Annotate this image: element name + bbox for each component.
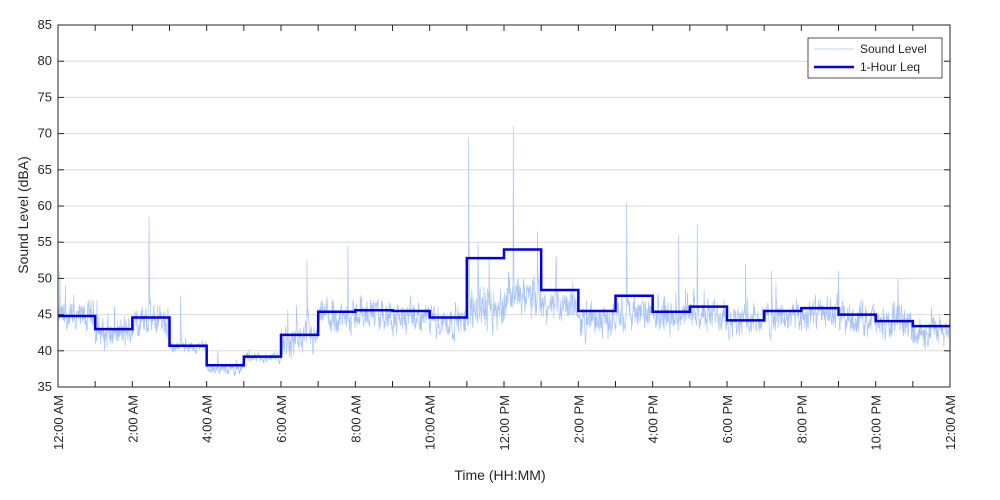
legend-label-sound-level: Sound Level <box>860 42 927 56</box>
y-tick-labels: 35 40 45 50 55 60 65 70 75 80 85 <box>38 17 52 394</box>
x-tick-label: 10:00 PM <box>869 395 884 451</box>
legend-box <box>807 37 943 79</box>
y-tick-label: 70 <box>38 126 52 141</box>
grid-lines <box>58 60 950 352</box>
y-tick-label: 45 <box>38 307 52 322</box>
y-tick-label: 55 <box>38 234 52 249</box>
x-tick-label: 8:00 PM <box>794 395 809 443</box>
x-tick-label: 2:00 PM <box>571 395 586 443</box>
y-tick-label: 40 <box>38 343 52 358</box>
x-tick-label: 12:00 AM <box>51 395 66 450</box>
y-tick-label: 80 <box>38 53 52 68</box>
x-tick-label: 2:00 AM <box>125 395 140 443</box>
legend: Sound Level 1-Hour Leq <box>807 37 943 79</box>
axis-ticks <box>57 24 951 388</box>
x-tick-labels: 12:00 AM 2:00 AM 4:00 AM 6:00 AM 8:00 AM 10:0… <box>51 395 958 451</box>
x-tick-label: 12:00 PM <box>497 395 512 451</box>
y-tick-label: 75 <box>38 89 52 104</box>
x-tick-label: 6:00 AM <box>274 395 289 443</box>
y-axis-title: Sound Level (dBA) <box>15 156 31 274</box>
x-tick-label: 6:00 PM <box>720 395 735 443</box>
legend-label-leq: 1-Hour Leq <box>860 60 920 74</box>
x-tick-label: 10:00 AM <box>423 395 438 450</box>
x-tick-label: 4:00 PM <box>646 395 661 443</box>
y-tick-label: 35 <box>38 379 52 394</box>
x-tick-label: 4:00 AM <box>200 395 215 443</box>
x-axis-title: Time (HH:MM) <box>454 467 545 483</box>
x-tick-label: 12:00 AM <box>943 395 958 450</box>
leq-series <box>58 248 950 367</box>
leq-line <box>58 248 950 367</box>
y-tick-label: 60 <box>38 198 52 213</box>
y-tick-label: 65 <box>38 162 52 177</box>
y-tick-label: 85 <box>38 17 52 32</box>
y-tick-label: 50 <box>38 270 52 285</box>
x-tick-label: 8:00 AM <box>348 395 363 443</box>
